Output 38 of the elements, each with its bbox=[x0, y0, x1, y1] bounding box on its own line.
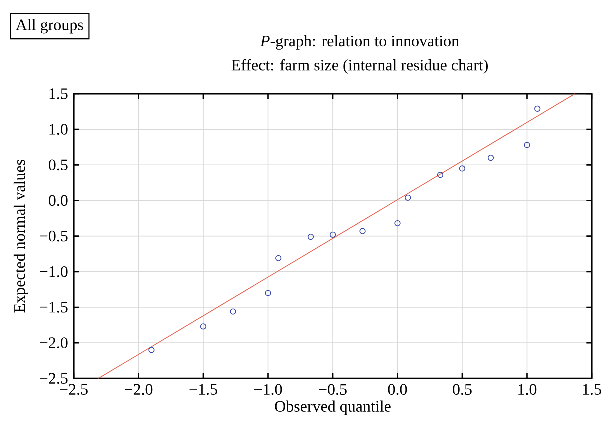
x-tick-label: 0.5 bbox=[453, 384, 472, 396]
point bbox=[534, 106, 541, 112]
point bbox=[405, 194, 412, 201]
y-tick-label: 1.0 bbox=[50, 124, 68, 136]
x-tick-label: −2.5 bbox=[60, 384, 88, 396]
x-tick-label: 0.0 bbox=[388, 384, 408, 396]
y-tick-label: 0.5 bbox=[49, 160, 68, 171]
point bbox=[360, 228, 366, 234]
point bbox=[330, 232, 336, 238]
chart-subtitle: Effect: farm size (internal residue chart) bbox=[232, 59, 488, 74]
point bbox=[488, 154, 494, 162]
point bbox=[265, 290, 272, 296]
y-tick-label: 1.5 bbox=[50, 88, 68, 100]
point bbox=[276, 255, 282, 262]
y-tick-label: −1.0 bbox=[40, 266, 68, 278]
point bbox=[394, 220, 401, 227]
x-axis-title: Observed quantile bbox=[275, 400, 391, 416]
y-tick-label: −2.5 bbox=[40, 373, 68, 384]
x-tick-label: 1.0 bbox=[518, 384, 537, 396]
chart-title: P-graph: relation to innovation bbox=[260, 35, 460, 50]
point bbox=[459, 166, 466, 172]
y-tick-label: 0.0 bbox=[49, 195, 68, 206]
x-tick-label: −0.5 bbox=[319, 384, 347, 396]
x-tick-label: 1.5 bbox=[583, 384, 602, 396]
y-axis-title: Expected normal values bbox=[14, 160, 28, 313]
x-tick-label: −1.0 bbox=[254, 384, 282, 396]
point bbox=[200, 324, 207, 330]
point bbox=[148, 347, 155, 354]
y-tick-label: −2.0 bbox=[40, 338, 68, 349]
point bbox=[524, 142, 530, 148]
y-tick-label: −1.5 bbox=[40, 302, 68, 313]
point bbox=[308, 234, 314, 240]
point bbox=[437, 172, 444, 178]
point bbox=[230, 308, 236, 315]
x-tick-label: −2.0 bbox=[125, 384, 153, 396]
y-tick-label: −0.5 bbox=[40, 230, 68, 242]
text: All groups bbox=[16, 19, 84, 34]
x-tick-label: −1.5 bbox=[190, 384, 218, 396]
